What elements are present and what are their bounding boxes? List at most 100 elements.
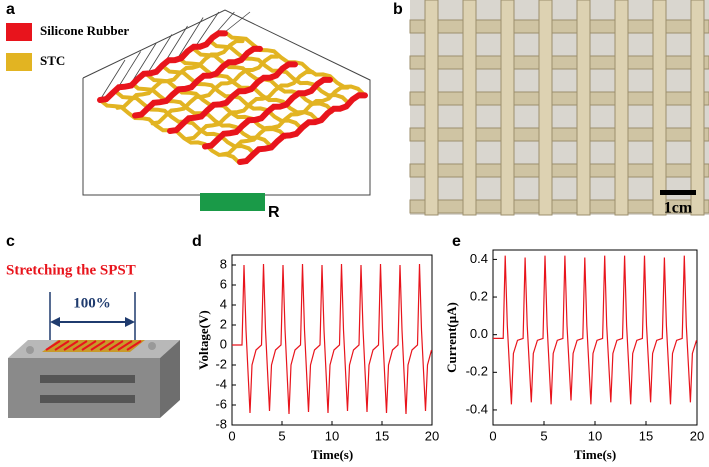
yarn bbox=[409, 127, 709, 142]
x-tick-label: 20 bbox=[425, 428, 439, 443]
x-tick-label: 5 bbox=[540, 428, 547, 443]
wire bbox=[177, 17, 204, 58]
device-strands bbox=[45, 340, 142, 351]
strand bbox=[220, 85, 350, 157]
yarn bbox=[409, 163, 709, 178]
screw bbox=[148, 342, 156, 350]
strand bbox=[132, 45, 263, 119]
y-tick-label: -4 bbox=[215, 376, 227, 391]
x-tick-label: 15 bbox=[639, 428, 653, 443]
yarn bbox=[462, 0, 477, 216]
x-axis-label: Time(s) bbox=[574, 447, 616, 462]
y-tick-label: 0.0 bbox=[470, 326, 488, 341]
x-tick-label: 0 bbox=[228, 428, 235, 443]
wire bbox=[224, 11, 251, 33]
yarn bbox=[576, 0, 591, 216]
x-tick-label: 10 bbox=[588, 428, 602, 443]
legend-label: Silicone Rubber bbox=[40, 23, 129, 38]
yarn bbox=[614, 0, 629, 216]
charts: -8 -6 -4 -2 0 2 4 6 8 0 5 10 15 20 Time(s) Voltage(V) -0… bbox=[196, 249, 704, 462]
arrow-head bbox=[125, 317, 135, 327]
y-tick-label: -6 bbox=[215, 396, 227, 411]
strand bbox=[54, 340, 70, 351]
strand bbox=[99, 340, 115, 351]
strand bbox=[167, 61, 298, 134]
screw bbox=[26, 346, 34, 354]
y-tick-label: 6 bbox=[220, 276, 227, 291]
scale-bar bbox=[660, 190, 696, 195]
fabric-schematic bbox=[97, 11, 368, 165]
y-axis-label: Voltage(V) bbox=[196, 310, 211, 369]
yarn bbox=[409, 55, 709, 70]
strand bbox=[117, 340, 133, 351]
y-tick-label: 0 bbox=[220, 336, 227, 351]
strand bbox=[185, 69, 315, 141]
strand bbox=[81, 340, 97, 351]
scale-bar-label: 1cm bbox=[664, 200, 693, 217]
wire bbox=[99, 59, 126, 101]
stretching-device bbox=[8, 340, 180, 418]
x-tick-label: 10 bbox=[325, 428, 339, 443]
yarn bbox=[409, 199, 709, 214]
device-front bbox=[8, 358, 160, 418]
panel-label: d bbox=[192, 233, 202, 250]
panel-label: a bbox=[6, 1, 15, 18]
strand bbox=[150, 54, 280, 126]
y-axis-label: Current(μA) bbox=[444, 302, 459, 373]
wire bbox=[130, 42, 157, 84]
x-tick-label: 5 bbox=[278, 428, 285, 443]
yarn bbox=[409, 91, 709, 106]
y-tick-label: 4 bbox=[220, 296, 227, 311]
strand bbox=[45, 340, 61, 351]
legend-label: STC bbox=[40, 53, 65, 68]
panel-label: b bbox=[393, 1, 403, 18]
yarn bbox=[500, 0, 515, 216]
strain-label: 100% bbox=[73, 295, 111, 311]
panel-title: Stretching the SPST bbox=[6, 262, 136, 278]
legend-swatch bbox=[6, 23, 32, 41]
strand bbox=[90, 340, 106, 351]
resistor bbox=[200, 193, 265, 211]
strand bbox=[126, 340, 142, 351]
y-tick-label: -0.4 bbox=[466, 401, 488, 416]
panel-label: e bbox=[452, 233, 461, 250]
resistor-label: R bbox=[268, 204, 280, 221]
legend-swatch bbox=[6, 53, 32, 71]
x-axis-label: Time(s) bbox=[311, 447, 353, 462]
y-tick-label: -8 bbox=[215, 416, 227, 431]
wire bbox=[146, 34, 173, 75]
strand bbox=[237, 92, 368, 165]
strand bbox=[72, 340, 88, 351]
device-side bbox=[160, 340, 180, 418]
x-tick-label: 15 bbox=[375, 428, 389, 443]
legend: Silicone Rubber STC bbox=[6, 23, 129, 71]
y-tick-label: -2 bbox=[215, 356, 227, 371]
strand bbox=[115, 38, 245, 110]
y-tick-label: -0.2 bbox=[466, 364, 488, 379]
schematic-outline bbox=[82, 9, 371, 196]
y-tick-label: 8 bbox=[220, 256, 227, 271]
data-line bbox=[232, 263, 433, 415]
yarn bbox=[424, 0, 439, 216]
wire bbox=[193, 11, 220, 50]
x-tick-label: 20 bbox=[690, 428, 704, 443]
y-tick-label: 0.4 bbox=[470, 251, 488, 266]
strand bbox=[108, 340, 124, 351]
yarn bbox=[652, 0, 667, 216]
y-tick-label: 2 bbox=[220, 316, 227, 331]
strand bbox=[97, 30, 228, 103]
yarn bbox=[409, 19, 709, 34]
panel-label: c bbox=[6, 233, 15, 250]
x-tick-label: 0 bbox=[489, 428, 496, 443]
yarn bbox=[690, 0, 705, 216]
strand bbox=[63, 340, 79, 351]
device-rail bbox=[40, 375, 135, 383]
device-rail bbox=[40, 395, 135, 403]
y-tick-label: 0.2 bbox=[470, 288, 488, 303]
data-line bbox=[493, 255, 698, 405]
arrow-head bbox=[50, 317, 60, 327]
strand bbox=[202, 76, 333, 150]
yarn bbox=[538, 0, 553, 216]
woven-photo bbox=[409, 0, 709, 216]
